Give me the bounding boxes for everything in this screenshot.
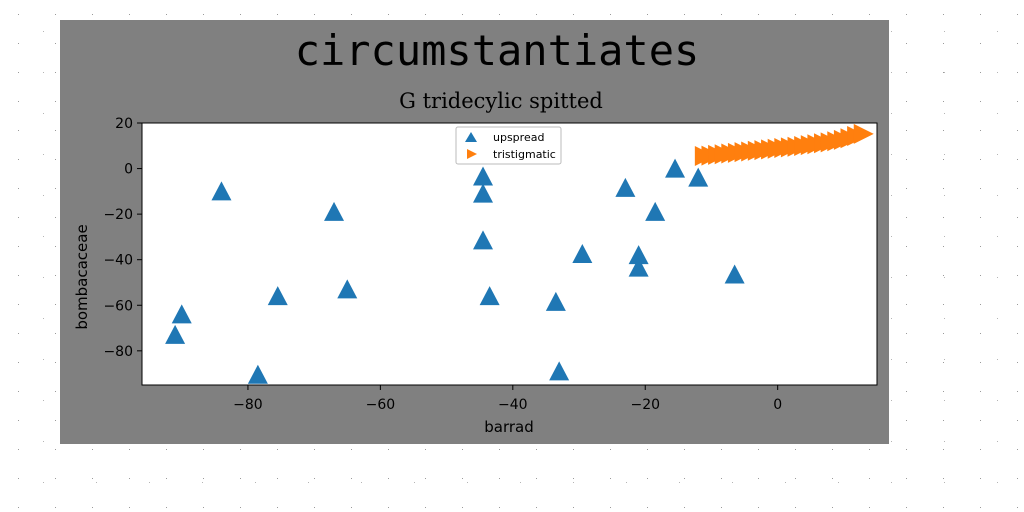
data-point-upspread — [724, 264, 745, 284]
data-point-upspread — [171, 304, 192, 324]
y-tick-label: −40 — [103, 253, 133, 269]
legend-marker-upspread — [465, 132, 477, 142]
chart-figure: circumstantiates G tridecylic spitted −8… — [60, 20, 889, 444]
data-point-upspread — [628, 257, 649, 277]
data-point-upspread — [165, 324, 186, 344]
y-axis-label: bombacaceae — [73, 224, 91, 329]
data-point-upspread — [688, 167, 709, 187]
data-point-tristigmatic — [853, 123, 874, 144]
data-marks — [165, 123, 874, 384]
chart-subtitle: G tridecylic spitted — [399, 89, 603, 113]
legend: upspread tristigmatic — [455, 126, 562, 165]
data-point-upspread — [628, 245, 649, 265]
legend-label-upspread: upspread — [493, 131, 544, 144]
data-point-upspread — [473, 166, 494, 186]
data-point-upspread — [645, 201, 666, 221]
data-point-upspread — [545, 291, 566, 311]
plot-area — [141, 122, 878, 386]
x-tick-label: −60 — [366, 397, 396, 413]
data-point-upspread — [324, 201, 345, 221]
y-tick-label: −20 — [103, 207, 133, 223]
data-point-upspread — [473, 230, 494, 250]
data-point-upspread — [473, 183, 494, 203]
x-axis-label: barrad — [484, 418, 534, 436]
data-point-upspread — [665, 158, 686, 178]
legend-marker-tristigmatic — [467, 149, 477, 159]
y-tick-label: 20 — [115, 116, 133, 132]
y-tick-label: 0 — [124, 162, 133, 178]
data-point-upspread — [247, 364, 268, 384]
legend-label-tristigmatic: tristigmatic — [493, 148, 556, 161]
data-point-upspread — [479, 286, 500, 306]
legend-box — [455, 126, 562, 165]
scatter-chart: circumstantiates G tridecylic spitted −8… — [73, 26, 878, 436]
x-tick-label: −80 — [233, 397, 263, 413]
x-tick-label: −40 — [498, 397, 528, 413]
x-axis-ticks: −80 −60 −40 −20 0 — [233, 385, 782, 413]
data-point-upspread — [337, 279, 358, 299]
data-point-upspread — [549, 361, 570, 381]
y-axis-ticks: −80 −60 −40 −20 0 20 — [103, 116, 142, 360]
x-tick-label: 0 — [773, 397, 782, 413]
y-tick-label: −80 — [103, 344, 133, 360]
data-point-upspread — [572, 244, 593, 263]
x-tick-label: −20 — [630, 397, 660, 413]
data-point-upspread — [211, 181, 232, 201]
data-point-upspread — [615, 177, 636, 197]
data-point-upspread — [267, 286, 288, 306]
y-tick-label: −60 — [103, 298, 133, 314]
chart-title: circumstantiates — [295, 26, 700, 75]
